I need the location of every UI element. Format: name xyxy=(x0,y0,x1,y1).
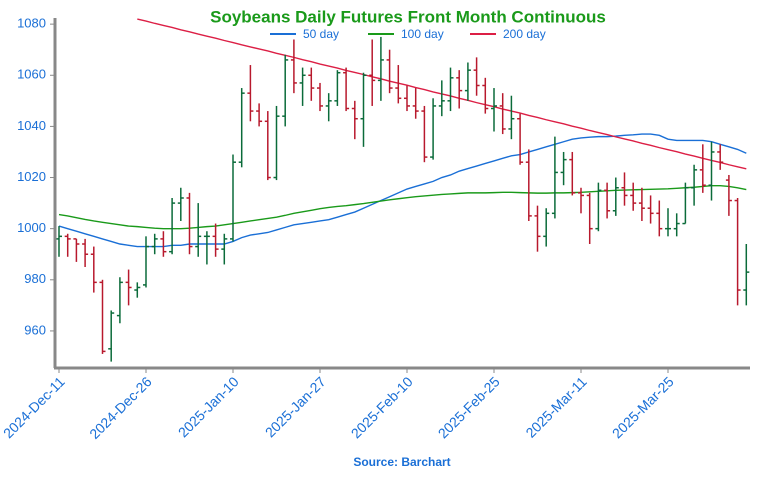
y-tick-label: 1000 xyxy=(17,220,46,235)
x-tick-label: 2024-Dec-11 xyxy=(0,373,68,441)
x-tick-label: 2025-Jan-27 xyxy=(262,373,329,440)
x-tick-label: 2025-Jan-10 xyxy=(175,373,242,440)
y-tick-label: 960 xyxy=(24,322,46,337)
source-note: Source: Barchart xyxy=(353,455,450,469)
chart-title: Soybeans Daily Futures Front Month Conti… xyxy=(210,7,606,26)
x-tick-label: 2025-Feb-10 xyxy=(348,373,416,441)
legend-label: 100 day xyxy=(401,27,444,41)
y-tick-label: 1060 xyxy=(17,67,46,82)
y-tick-label: 1020 xyxy=(17,169,46,184)
x-tick-label: 2025-Feb-25 xyxy=(435,373,503,441)
y-tick-label: 980 xyxy=(24,271,46,286)
x-tick-label: 2025-Mar-25 xyxy=(609,373,677,441)
y-tick-label: 1040 xyxy=(17,118,46,133)
plot-area xyxy=(56,18,750,362)
x-tick-label: 2025-Mar-11 xyxy=(522,373,589,440)
legend-label: 50 day xyxy=(303,27,339,41)
legend-label: 200 day xyxy=(503,27,546,41)
y-tick-label: 1080 xyxy=(17,16,46,31)
ma-line xyxy=(58,133,747,248)
x-tick-label: 2024-Dec-26 xyxy=(86,373,155,442)
ma-line xyxy=(58,185,747,230)
